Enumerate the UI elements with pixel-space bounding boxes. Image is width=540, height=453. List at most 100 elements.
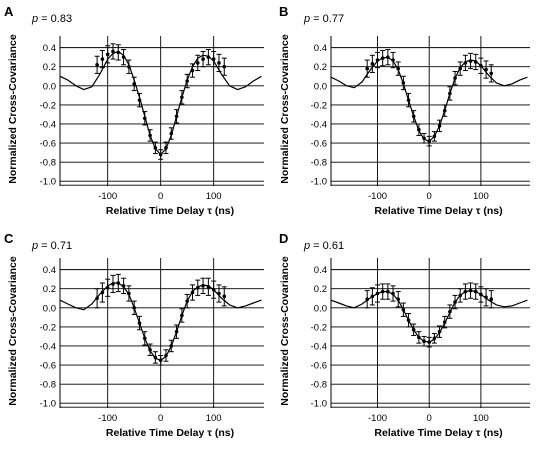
data-point: [437, 329, 442, 334]
p-value: = 0.61: [310, 240, 344, 252]
y-tick-label: 0.4: [314, 265, 327, 276]
data-point: [185, 79, 189, 83]
y-tick-label: -0.4: [311, 119, 327, 130]
x-tick-label: 0: [427, 413, 432, 424]
y-axis-label: Normalized Cross-Covariance: [7, 256, 19, 406]
data-point: [201, 57, 205, 61]
data-point: [380, 56, 385, 60]
data-point: [458, 293, 463, 298]
data-point: [411, 114, 416, 119]
data-point: [127, 291, 131, 296]
data-point: [174, 114, 179, 119]
x-axis-label: Relative Time Delay τ (ns): [374, 427, 502, 439]
y-tick-label: 0.2: [43, 284, 56, 295]
data-point: [201, 284, 205, 288]
x-tick-label: 100: [206, 413, 222, 424]
data-point: [380, 289, 385, 294]
data-point: [370, 62, 375, 66]
data-point: [484, 67, 488, 72]
y-tick-label: -0.2: [311, 100, 327, 111]
data-point: [206, 285, 211, 289]
y-tick-label: -0.8: [311, 158, 327, 169]
data-point: [111, 49, 115, 54]
y-tick-label: 0.0: [314, 303, 327, 314]
y-tick-label: -0.8: [311, 380, 327, 391]
data-point: [127, 64, 131, 69]
panel-letter: C: [4, 231, 14, 246]
data-point: [180, 313, 184, 318]
data-point: [401, 81, 406, 85]
data-point: [164, 146, 168, 150]
y-tick-label: -1.0: [40, 177, 56, 188]
data-point: [206, 55, 211, 59]
y-tick-label: 0.0: [43, 303, 56, 314]
data-point: [137, 321, 142, 325]
data-point: [169, 344, 174, 348]
y-axis-label: Normalized Cross-Covariance: [279, 256, 291, 406]
data-point: [489, 71, 494, 76]
data-point: [111, 282, 115, 286]
data-point: [95, 63, 99, 67]
p-symbol: p: [31, 13, 38, 25]
p-symbol: p: [303, 240, 310, 252]
panel-letter: A: [4, 4, 14, 19]
data-point: [453, 300, 457, 304]
data-point: [142, 336, 147, 341]
data-point: [169, 131, 174, 136]
data-point: [448, 309, 452, 314]
data-point: [375, 291, 380, 296]
data-point: [448, 91, 452, 96]
y-axis-label: Normalized Cross-Covariance: [7, 34, 19, 184]
data-point: [463, 289, 468, 294]
x-tick-label: -100: [98, 191, 117, 202]
x-tick-label: 100: [473, 413, 489, 424]
p-value: = 0.83: [38, 13, 72, 25]
data-point: [132, 306, 136, 310]
p-symbol: p: [31, 240, 38, 252]
y-tick-label: 0.2: [43, 62, 56, 73]
y-tick-label: -0.8: [40, 158, 56, 169]
panel-letter: B: [279, 4, 288, 19]
data-point: [195, 61, 200, 65]
data-point: [432, 134, 437, 139]
y-tick-label: -0.6: [40, 139, 56, 150]
data-point: [391, 291, 395, 296]
data-point: [479, 292, 483, 297]
data-point: [121, 284, 126, 288]
x-tick-label: -100: [368, 191, 387, 202]
data-point: [190, 68, 195, 73]
data-point: [164, 353, 168, 358]
y-tick-label: -0.2: [40, 100, 56, 111]
data-point: [427, 340, 432, 344]
x-tick-label: -100: [98, 413, 117, 424]
data-point: [148, 347, 152, 352]
data-point: [396, 66, 400, 71]
data-point: [158, 152, 163, 157]
y-tick-label: -0.4: [311, 341, 327, 352]
y-tick-label: -0.6: [311, 361, 327, 372]
data-point: [489, 297, 494, 302]
data-point: [442, 320, 447, 324]
y-tick-label: 0.2: [314, 284, 327, 295]
panel-letter: D: [279, 231, 288, 246]
y-tick-label: -0.8: [40, 380, 56, 391]
data-point: [401, 307, 406, 312]
p-value-annotation: p = 0.83: [31, 13, 72, 25]
data-point: [479, 63, 483, 68]
data-point: [417, 335, 421, 340]
p-value: = 0.71: [38, 240, 72, 252]
y-tick-label: -1.0: [40, 399, 56, 410]
data-point: [473, 60, 478, 64]
data-point: [148, 133, 152, 138]
y-tick-label: -1.0: [311, 399, 327, 410]
data-point: [217, 291, 221, 296]
y-tick-label: 0.4: [314, 43, 327, 54]
data-point: [222, 64, 227, 69]
x-tick-label: 0: [158, 413, 163, 424]
p-value-annotation: p = 0.61: [303, 240, 344, 252]
x-tick-label: -100: [368, 413, 387, 424]
